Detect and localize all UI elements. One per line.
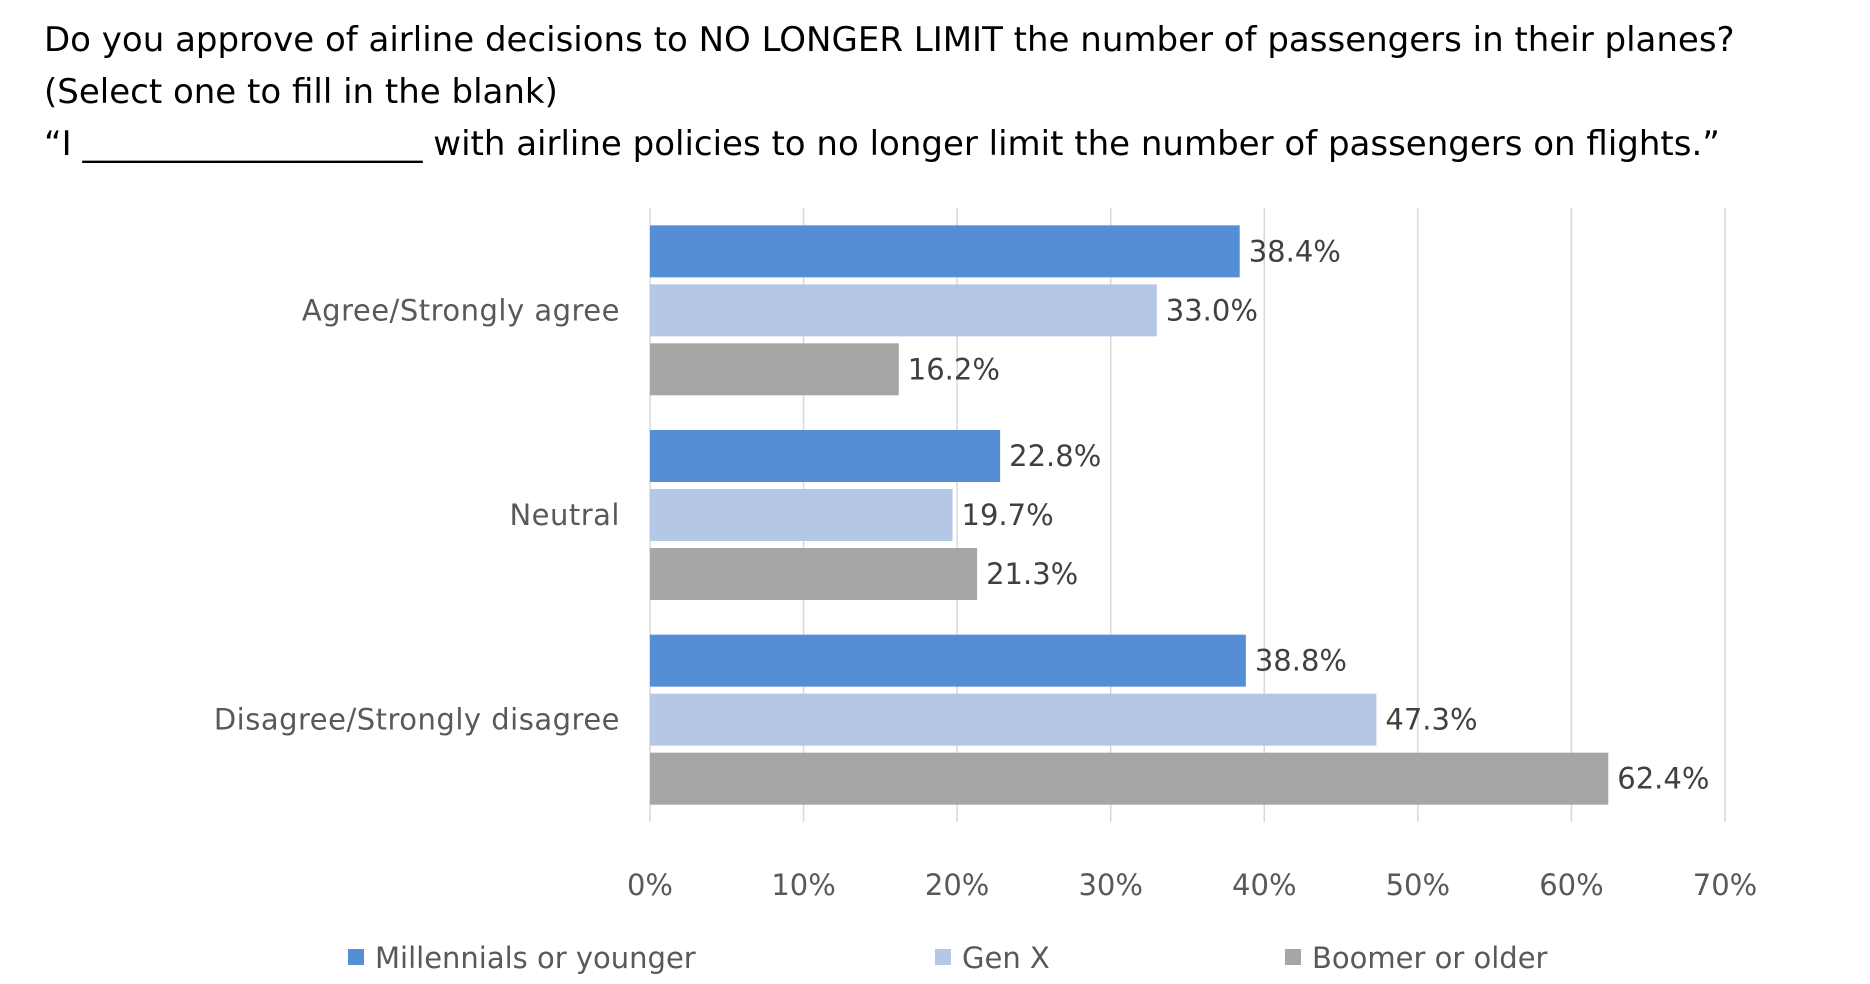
legend-swatch bbox=[935, 949, 951, 965]
x-tick-label: 50% bbox=[1386, 868, 1450, 902]
category-label: Disagree/Strongly disagree bbox=[214, 703, 620, 737]
chart-title: Do you approve of airline decisions to N… bbox=[44, 14, 1844, 170]
legend-swatch bbox=[348, 949, 364, 965]
bar bbox=[650, 693, 1377, 746]
x-tick-label: 60% bbox=[1539, 868, 1603, 902]
data-label: 47.3% bbox=[1385, 703, 1477, 737]
data-label: 62.4% bbox=[1617, 762, 1709, 796]
data-label: 19.7% bbox=[962, 498, 1054, 532]
data-label: 38.4% bbox=[1249, 234, 1341, 268]
title-line-question: Do you approve of airline decisions to N… bbox=[44, 20, 1735, 60]
x-tick-label: 10% bbox=[771, 868, 835, 902]
category-label: Agree/Strongly agree bbox=[302, 293, 620, 327]
x-tick-label: 0% bbox=[627, 868, 673, 902]
legend-swatch bbox=[1285, 949, 1301, 965]
legend-label: Gen X bbox=[962, 941, 1050, 975]
x-tick-label: 40% bbox=[1232, 868, 1296, 902]
x-tick-labels: 0% 10% 20% 30% 40% 50% 60% 70% bbox=[627, 868, 1757, 902]
x-tick-label: 20% bbox=[925, 868, 989, 902]
data-labels: 38.4% 33.0% 16.2% 22.8% 19.7% 21.3% 38.8% 47.3%… bbox=[908, 234, 1710, 795]
x-tick-label: 30% bbox=[1078, 868, 1142, 902]
data-label: 22.8% bbox=[1009, 439, 1101, 473]
bar bbox=[650, 343, 899, 396]
title-line-instruction: (Select one to fill in the blank) bbox=[44, 72, 558, 112]
bar bbox=[650, 225, 1240, 278]
x-tick-label: 70% bbox=[1693, 868, 1757, 902]
bar bbox=[650, 548, 978, 600]
bar bbox=[650, 284, 1157, 337]
bar bbox=[650, 752, 1609, 805]
data-label: 21.3% bbox=[986, 557, 1078, 591]
bars bbox=[650, 225, 1609, 805]
legend-label: Boomer or older bbox=[1312, 941, 1548, 975]
category-labels: Agree/Strongly agree Neutral Disagree/Stro… bbox=[214, 293, 620, 736]
data-label: 33.0% bbox=[1166, 293, 1258, 327]
data-label: 38.8% bbox=[1255, 644, 1347, 678]
title-line-statement: “I ____________________ with airline pol… bbox=[44, 124, 1720, 164]
bar bbox=[650, 489, 953, 541]
bar bbox=[650, 634, 1246, 687]
data-label: 16.2% bbox=[908, 352, 1000, 386]
legend-label: Millennials or younger bbox=[375, 941, 696, 975]
legend: Millennials or younger Gen X Boomer or old… bbox=[348, 941, 1548, 975]
bar bbox=[650, 430, 1001, 482]
category-label: Neutral bbox=[509, 498, 620, 532]
